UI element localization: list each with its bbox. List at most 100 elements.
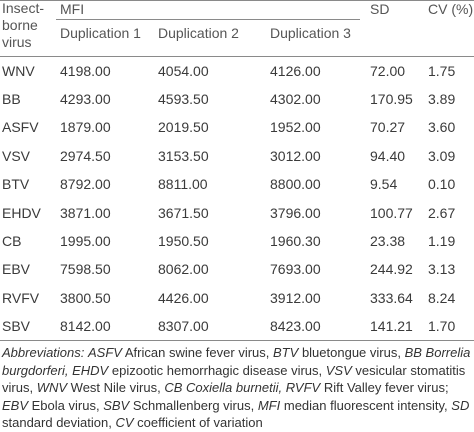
row-label: EBV xyxy=(2,261,31,278)
abbreviation: SBV xyxy=(103,397,130,413)
group-rule xyxy=(56,19,360,20)
cell: 333.64 xyxy=(370,289,413,306)
cell: 3871.00 xyxy=(60,204,111,221)
cell: 3796.00 xyxy=(270,204,321,221)
abbreviation: RVFV xyxy=(285,380,321,395)
cell: 3800.50 xyxy=(60,289,111,306)
definition: West Nile virus, xyxy=(70,380,161,395)
abbreviation: SD xyxy=(451,397,470,413)
cell: 1.19 xyxy=(428,232,456,249)
abbreviation: CV xyxy=(115,415,134,430)
cell: 8423.00 xyxy=(270,318,321,335)
cell: 1995.00 xyxy=(60,232,111,249)
cell: 8142.00 xyxy=(60,318,111,335)
cell: 72.00 xyxy=(370,62,406,79)
cell: 4198.00 xyxy=(60,62,111,79)
cell: 3.60 xyxy=(428,119,456,136)
cell: 1960.30 xyxy=(270,232,321,249)
top-rule xyxy=(0,0,474,1)
cell: 0.10 xyxy=(428,176,456,193)
cell: 1.75 xyxy=(428,62,456,79)
abbreviation: BTV xyxy=(273,345,299,360)
cell: 1950.50 xyxy=(158,232,209,249)
row-label: EHDV xyxy=(2,204,41,221)
cell: 100.77 xyxy=(370,204,413,221)
row-label: SBV xyxy=(2,318,31,335)
cell: 8792.00 xyxy=(60,176,111,193)
cell: 4426.00 xyxy=(158,289,209,306)
cell: 170.95 xyxy=(370,90,413,107)
row-label: WNV xyxy=(2,62,35,79)
abbreviation: BB xyxy=(404,345,422,360)
cell: 8.24 xyxy=(428,289,456,306)
row-label: ASFV xyxy=(2,119,39,136)
cell: 3.89 xyxy=(428,90,456,107)
abbreviation: ASFV xyxy=(88,345,122,360)
cell: 4293.00 xyxy=(60,90,111,107)
abbreviation: WNV xyxy=(36,380,68,395)
header-virus: Insect-borne virus xyxy=(2,0,45,50)
cell: 1.70 xyxy=(428,318,456,335)
cell: 4593.50 xyxy=(158,90,209,107)
footnote-label: Abbreviations: xyxy=(2,345,85,360)
abbreviation: CB xyxy=(164,380,183,395)
cell: 141.21 xyxy=(370,318,413,335)
cell: 9.54 xyxy=(370,176,398,193)
cell: 3.13 xyxy=(428,261,456,278)
row-label: BTV xyxy=(2,176,30,193)
definition: standard deviation, xyxy=(2,415,112,430)
row-label: RVFV xyxy=(2,289,40,306)
cell: 7598.50 xyxy=(60,261,111,278)
cell: 3671.50 xyxy=(158,204,209,221)
cell: 23.38 xyxy=(370,232,406,249)
cell: 3153.50 xyxy=(158,147,209,164)
definition: Coxiella burnetii, xyxy=(186,380,283,395)
cell: 94.40 xyxy=(370,147,406,164)
header-cv: CV (%) xyxy=(428,1,474,17)
definition: vesicular stomatitis virus, xyxy=(2,362,466,396)
cell: 1879.00 xyxy=(60,119,111,136)
cell: 3.09 xyxy=(428,147,456,164)
cell: 7693.00 xyxy=(270,261,321,278)
footnote: Abbreviations: ASFV African swine fever … xyxy=(2,344,472,432)
row-label: CB xyxy=(2,232,22,249)
abbreviation: MFI xyxy=(257,397,281,413)
row-label: BB xyxy=(2,90,21,107)
cell: 3912.00 xyxy=(270,289,321,306)
abbreviation: EBV xyxy=(2,397,29,413)
definition: Schmallenberg virus, xyxy=(132,397,255,413)
bottom-rule xyxy=(0,340,474,341)
cell: 1952.00 xyxy=(270,119,321,136)
cell: 2974.50 xyxy=(60,147,111,164)
header-rule xyxy=(0,56,474,57)
header-column: Duplication 2 xyxy=(158,25,239,41)
definition: bluetongue virus, xyxy=(301,345,401,360)
abbreviation: EHDV xyxy=(72,362,109,378)
cell: 3012.00 xyxy=(270,147,321,164)
row-label: VSV xyxy=(2,147,31,164)
definition: African swine fever virus, xyxy=(124,345,270,360)
definition: Rift Valley fever virus; xyxy=(323,380,449,395)
cell: 2019.50 xyxy=(158,119,209,136)
cell: 8062.00 xyxy=(158,261,209,278)
cell: 4302.00 xyxy=(270,90,321,107)
definition: Ebola virus, xyxy=(31,397,100,413)
cell: 70.27 xyxy=(370,119,406,136)
cell: 2.67 xyxy=(428,204,456,221)
abbreviation: VSV xyxy=(325,362,352,378)
cell: 8811.00 xyxy=(158,176,208,193)
header-column: Duplication 3 xyxy=(270,25,351,41)
definition: median fluorescent intensity, xyxy=(283,397,448,413)
cell: 8307.00 xyxy=(158,318,209,335)
cell: 8800.00 xyxy=(270,176,321,193)
cell: 4054.00 xyxy=(158,62,209,79)
header-column: Duplication 1 xyxy=(60,25,141,41)
header-sd: SD xyxy=(370,1,390,17)
definition: coefficient of variation xyxy=(137,415,263,430)
cell: 4126.00 xyxy=(270,62,321,79)
cell: 244.92 xyxy=(370,261,413,278)
definition: Borrelia burgdorferi, xyxy=(2,345,471,378)
definition: epizootic hemorrhagic disease virus, xyxy=(111,362,323,378)
header-group: MFI xyxy=(60,1,85,17)
